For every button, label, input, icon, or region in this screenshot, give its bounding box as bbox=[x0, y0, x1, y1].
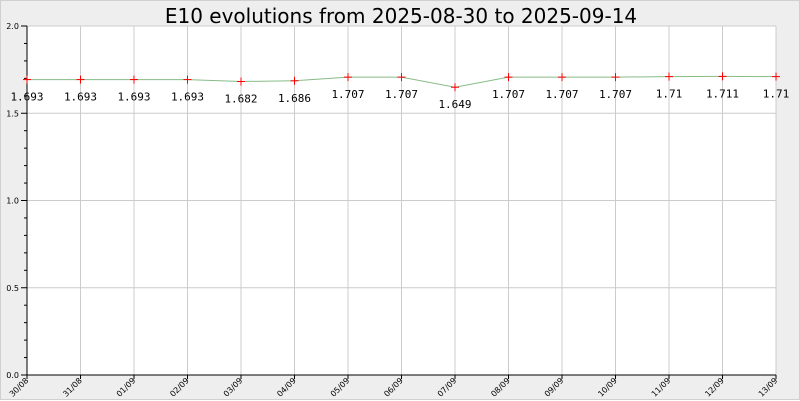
data-point bbox=[504, 73, 513, 82]
x-tick-label: 07/09 bbox=[436, 376, 459, 399]
x-tick-label: 01/09 bbox=[115, 376, 138, 399]
x-tick-label: 11/09 bbox=[650, 376, 673, 399]
data-label: 1.649 bbox=[438, 98, 471, 111]
x-tick-label: 04/09 bbox=[275, 376, 298, 399]
data-label: 1.693 bbox=[64, 91, 97, 104]
data-label: 1.693 bbox=[171, 91, 204, 104]
y-tick-label: 1.5 bbox=[6, 109, 19, 118]
data-label: 1.707 bbox=[385, 88, 418, 101]
data-label: 1.682 bbox=[224, 92, 257, 105]
data-point bbox=[183, 75, 192, 84]
x-tick-label: 09/09 bbox=[543, 376, 566, 399]
x-tick-label: 08/09 bbox=[489, 376, 512, 399]
data-point bbox=[558, 73, 566, 82]
data-point bbox=[665, 72, 673, 81]
data-label: 1.693 bbox=[10, 91, 43, 104]
x-tick-label: 02/09 bbox=[168, 376, 191, 399]
data-label: 1.707 bbox=[545, 88, 578, 101]
data-point bbox=[344, 73, 352, 82]
x-tick-label: 10/09 bbox=[596, 376, 619, 399]
y-tick-label: 1.0 bbox=[6, 197, 19, 206]
data-label: 1.707 bbox=[331, 88, 364, 101]
data-label: 1.693 bbox=[117, 91, 150, 104]
x-tick-label: 12/09 bbox=[703, 376, 726, 399]
x-tick-label: 05/09 bbox=[329, 376, 352, 399]
x-tick-label: 13/09 bbox=[757, 376, 780, 399]
data-label: 1.711 bbox=[706, 87, 739, 100]
chart-title: E10 evolutions from 2025-08-30 to 2025-0… bbox=[164, 4, 638, 28]
y-tick-label: 0.0 bbox=[6, 371, 19, 380]
data-point bbox=[772, 72, 780, 81]
x-tick-label: 06/09 bbox=[382, 376, 405, 399]
y-tick-label: 0.5 bbox=[6, 284, 19, 293]
data-point bbox=[290, 76, 299, 85]
data-point bbox=[237, 77, 245, 86]
x-tick-label: 31/08 bbox=[61, 376, 84, 399]
data-point bbox=[397, 73, 406, 82]
data-point bbox=[611, 73, 620, 82]
data-label: 1.71 bbox=[763, 88, 790, 101]
x-tick-label: 03/09 bbox=[222, 376, 245, 399]
data-point bbox=[451, 83, 459, 92]
data-label: 1.707 bbox=[599, 88, 632, 101]
data-label: 1.707 bbox=[492, 88, 525, 101]
data-label: 1.686 bbox=[278, 92, 311, 105]
y-tick-label: 2.0 bbox=[6, 22, 19, 31]
data-point bbox=[76, 75, 85, 84]
data-point bbox=[23, 75, 31, 84]
data-label: 1.71 bbox=[656, 88, 683, 101]
data-point bbox=[718, 72, 727, 81]
data-point bbox=[130, 75, 138, 84]
